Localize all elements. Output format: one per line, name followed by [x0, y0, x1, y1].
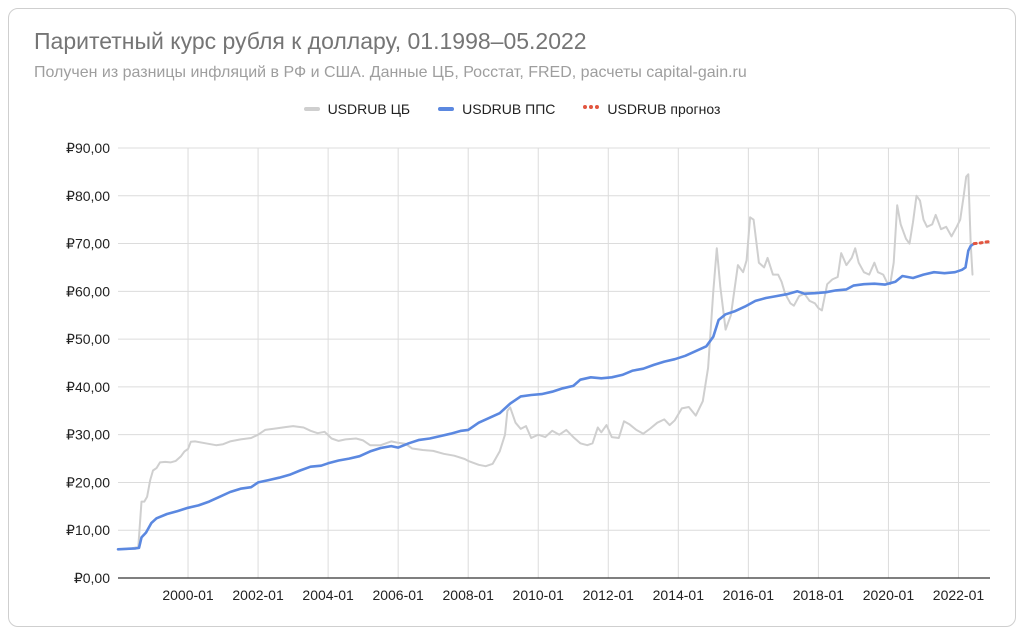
- y-tick-label: ₽70,00: [66, 236, 110, 252]
- chart-card: [8, 8, 1016, 627]
- series: [116, 173, 992, 551]
- y-tick-label: ₽50,00: [66, 331, 110, 347]
- axes: ₽0,00 ₽10,00 ₽20,00 ₽30,00 ₽40,00 ₽50,00 ₽60,0…: [66, 140, 990, 603]
- x-tick-label: 2006-01: [372, 587, 424, 603]
- legend-swatch-forecast: [583, 105, 600, 113]
- legend-swatch-pps: [438, 107, 455, 111]
- x-tick-label: 2020-01: [863, 587, 915, 603]
- y-tick-label: ₽10,00: [66, 522, 110, 538]
- y-tick-label: ₽40,00: [66, 379, 110, 395]
- y-tick-label: ₽30,00: [66, 427, 110, 443]
- x-tick-label: 2014-01: [653, 587, 705, 603]
- x-tick-label: 2018-01: [793, 587, 845, 603]
- series-line-cb: [117, 173, 974, 551]
- legend-item-cb[interactable]: USDRUB ЦБ: [303, 101, 411, 117]
- x-tick-label: 2004-01: [302, 587, 354, 603]
- y-tick-label: ₽20,00: [66, 474, 110, 490]
- x-tick-label: 2000-01: [162, 587, 214, 603]
- x-tick-label: 2022-01: [933, 587, 985, 603]
- x-tick-label: 2012-01: [583, 587, 635, 603]
- y-tick-label: ₽90,00: [66, 140, 110, 156]
- grid: [118, 147, 990, 578]
- legend-item-forecast[interactable]: USDRUB прогноз: [583, 101, 720, 117]
- x-tick-label: 2010-01: [513, 587, 565, 603]
- y-tick-label: ₽60,00: [66, 283, 110, 299]
- x-tick-label: 2008-01: [443, 587, 495, 603]
- legend-label-cb: USDRUB ЦБ: [327, 101, 411, 117]
- x-tick-label: 2016-01: [723, 587, 775, 603]
- chart-subtitle: Получен из разницы инфляций в РФ и США. …: [34, 64, 747, 81]
- y-tick-label: ₽80,00: [66, 188, 110, 204]
- legend-label-forecast: USDRUB прогноз: [607, 101, 721, 117]
- y-tick-label: ₽0,00: [74, 570, 110, 586]
- legend-swatch-cb: [303, 107, 320, 111]
- series-line-forecast: [972, 240, 992, 246]
- series-line-pps: [116, 242, 976, 551]
- chart-title: Паритетный курс рубля к доллару, 01.1998…: [34, 28, 587, 54]
- legend-label-pps: USDRUB ППС: [462, 101, 556, 117]
- x-tick-label: 2002-01: [232, 587, 284, 603]
- legend-item-pps[interactable]: USDRUB ППС: [438, 101, 555, 117]
- chart-legend: USDRUB ЦБ USDRUB ППС USDRUB прогноз: [0, 101, 1024, 117]
